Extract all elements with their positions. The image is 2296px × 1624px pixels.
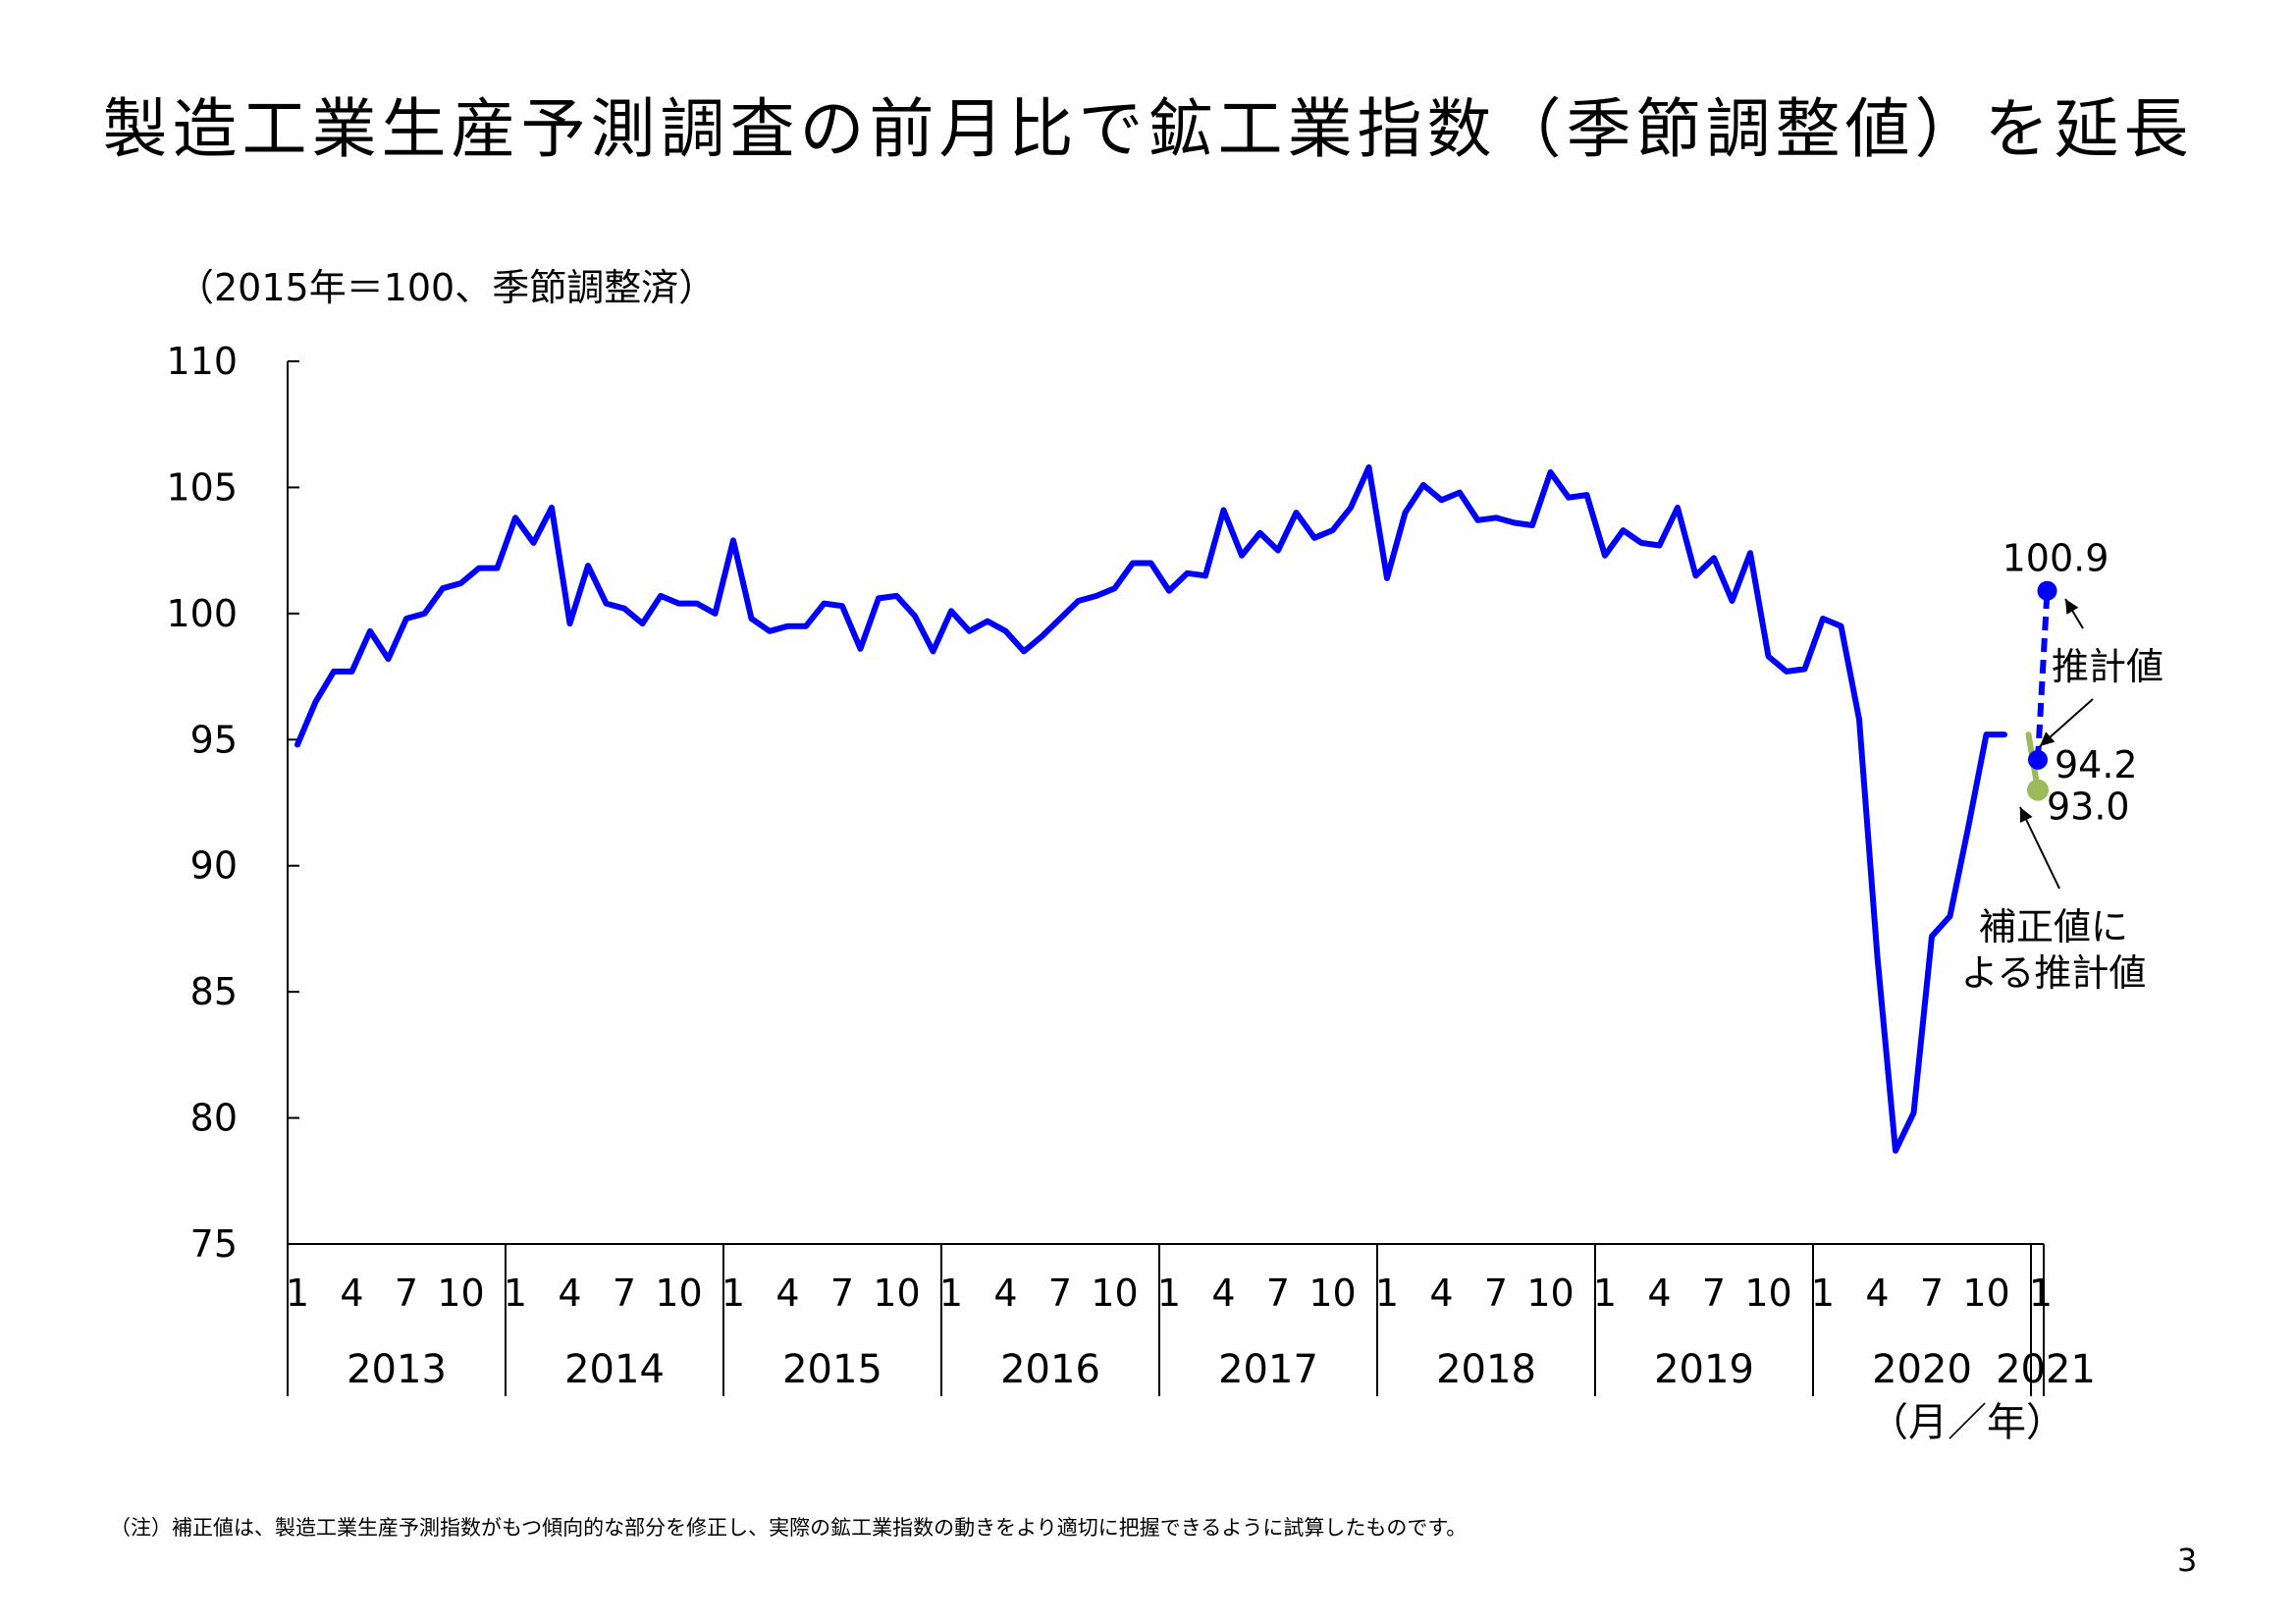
month-label: 1 [1157,1272,1181,1315]
arrow-to-94-2 [2039,698,2094,747]
month-label: 7 [830,1272,854,1315]
month-label: 1 [1375,1272,1399,1315]
month-label: 10 [655,1272,702,1315]
series-line-estimate [2035,590,2051,760]
month-label: 4 [558,1272,581,1315]
month-label: 10 [873,1272,920,1315]
y-tick-label: 100 [166,592,238,635]
chart-series [294,463,2057,1154]
point-estimate-high [2037,580,2057,601]
month-label: 1 [286,1272,309,1315]
month-label: 7 [1048,1272,1072,1315]
month-label: 4 [340,1272,363,1315]
chart-axes [287,361,2044,1245]
month-label: 4 [1429,1272,1453,1315]
annotation-corrected-label-line2: よる推計値 [1961,951,2147,995]
year-label: 2019 [1654,1347,1754,1392]
annotation-value-93-0: 93.0 [2047,785,2130,829]
month-label: 4 [775,1272,799,1315]
month-label: 1 [1593,1272,1617,1315]
page-number: 3 [2177,1542,2198,1579]
page-title: 製造工業生産予測調査の前月比で鉱工業指数（季節調整値）を延長 [102,91,2194,167]
month-label: 1 [721,1272,745,1315]
year-label: 2020 [1872,1347,1972,1392]
annotation-estimate-label: 推計値 [2052,645,2163,688]
month-label: 10 [1962,1272,2009,1315]
x-unit-label: （月／年） [1869,1400,2065,1445]
y-tick-label: 90 [190,844,238,888]
year-label: 2018 [1436,1347,1536,1392]
month-label: 1 [1811,1272,1835,1315]
month-label: 10 [1744,1272,1791,1315]
month-label: 10 [1308,1272,1356,1315]
month-label: 4 [993,1272,1017,1315]
arrow-to-93-0 [2019,806,2060,890]
year-label: 2014 [564,1347,665,1392]
month-label: 10 [1526,1272,1574,1315]
month-label: 4 [1647,1272,1671,1315]
month-label: 7 [1266,1272,1290,1315]
month-label: 1 [939,1272,963,1315]
y-tick-label: 95 [190,718,238,761]
y-tick-label: 85 [190,970,238,1013]
month-label: 4 [1865,1272,1889,1315]
arrow-to-100-9 [2064,598,2084,629]
annotation-value-94-2: 94.2 [2055,743,2138,786]
y-tick-label: 110 [166,340,238,383]
point-corrected [2027,779,2049,801]
series-line-main [294,463,2007,1154]
month-label: 7 [1702,1272,1726,1315]
month-label: 7 [395,1272,418,1315]
year-label: 2015 [782,1347,882,1392]
footnote: （注）補正値は、製造工業生産予測指数がもつ傾向的な部分を修正し、実際の鉱工業指数… [110,1516,1468,1540]
annotation-corrected-label-line1: 補正値に [1979,905,2128,948]
year-label: 2021 [1996,1347,2096,1392]
month-label: 7 [1484,1272,1508,1315]
month-label: 7 [613,1272,636,1315]
month-label: 7 [1920,1272,1944,1315]
year-label: 2016 [1000,1347,1100,1392]
month-label: 4 [1211,1272,1235,1315]
month-label: 10 [437,1272,484,1315]
month-label: 1 [2029,1272,2053,1315]
month-label: 1 [504,1272,527,1315]
year-label: 2017 [1218,1347,1318,1392]
y-tick-label: 75 [190,1222,238,1266]
y-ticks: 75 80 85 90 95 100 105 110 [166,340,299,1266]
month-label: 10 [1091,1272,1138,1315]
point-estimate-low [2028,749,2048,770]
y-tick-label: 105 [166,465,238,509]
annotation-value-100-9: 100.9 [2002,537,2109,580]
y-unit-label: （2015年＝100、季節調整済） [177,266,717,309]
y-tick-label: 80 [190,1097,238,1140]
year-label: 2013 [347,1347,447,1392]
